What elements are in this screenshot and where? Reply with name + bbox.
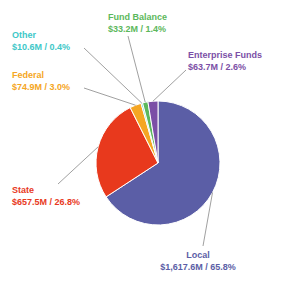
- svg-text:$657.5M / 26.8%: $657.5M / 26.8%: [12, 197, 80, 207]
- svg-text:Local: Local: [186, 250, 210, 260]
- svg-text:$74.9M / 3.0%: $74.9M / 3.0%: [12, 82, 70, 92]
- svg-text:State: State: [12, 185, 34, 195]
- svg-text:Federal: Federal: [12, 70, 44, 80]
- svg-text:Fund Balance: Fund Balance: [108, 12, 167, 22]
- svg-text:$1,617.6M / 65.8%: $1,617.6M / 65.8%: [160, 262, 236, 272]
- svg-text:$10.6M / 0.4%: $10.6M / 0.4%: [12, 42, 70, 52]
- svg-text:Other: Other: [12, 30, 37, 40]
- svg-text:$63.7M / 2.6%: $63.7M / 2.6%: [188, 62, 246, 72]
- svg-text:$33.2M / 1.4%: $33.2M / 1.4%: [108, 24, 166, 34]
- svg-text:Enterprise Funds: Enterprise Funds: [188, 50, 262, 60]
